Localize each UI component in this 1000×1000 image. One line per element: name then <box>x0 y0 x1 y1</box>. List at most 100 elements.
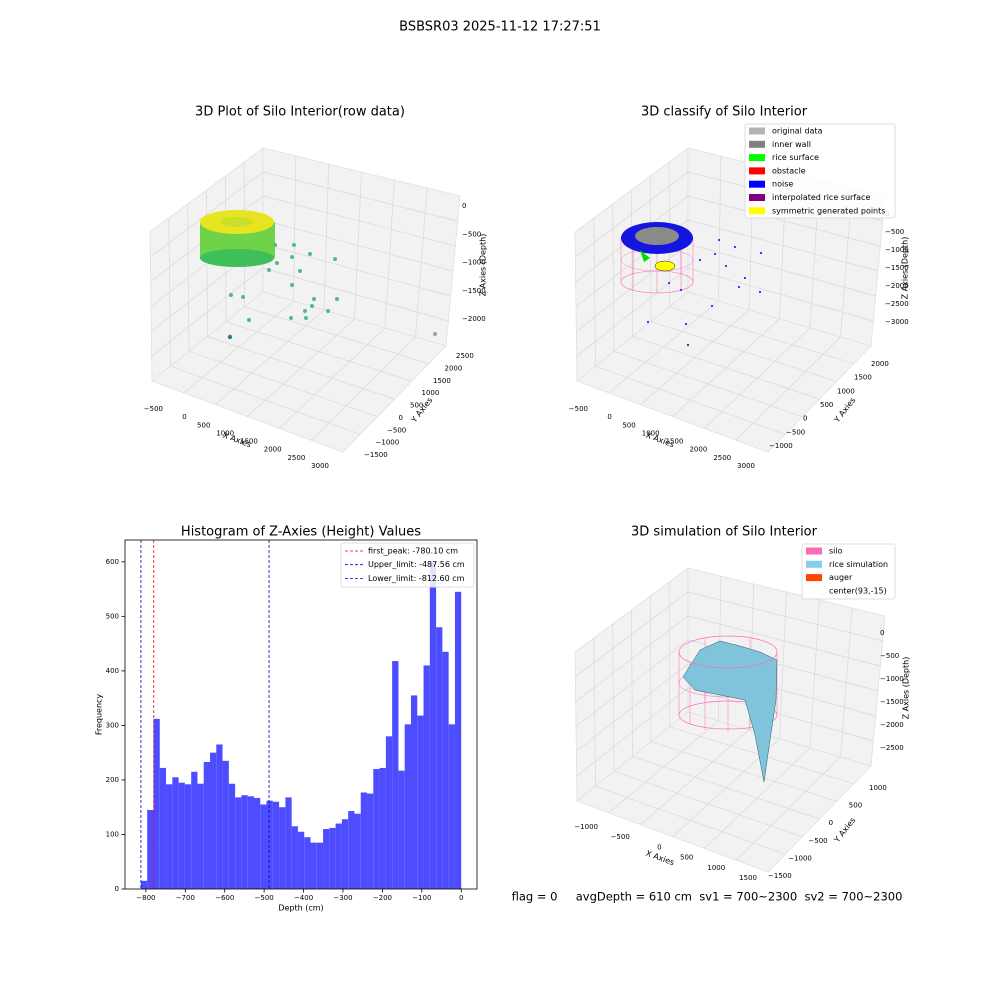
pane-grid <box>575 591 689 678</box>
x-tick-label: −100 <box>412 894 431 902</box>
y-tick-label: 2000 <box>871 360 889 368</box>
y-tick-label: 1000 <box>422 389 440 397</box>
bar <box>423 665 430 889</box>
z-tick-label: −1500 <box>880 698 904 706</box>
x-tick-label: −500 <box>611 833 630 841</box>
y-tick-label: 1000 <box>837 387 855 395</box>
legend-swatch <box>749 207 765 215</box>
simulation-surface <box>678 635 778 783</box>
bar <box>140 880 148 889</box>
legend <box>801 543 896 600</box>
bar <box>335 823 342 889</box>
z-tick-label: 0 <box>880 629 884 637</box>
x-tick-label: 1000 <box>707 864 725 872</box>
bar <box>172 777 179 889</box>
bar <box>222 760 229 889</box>
bar <box>191 771 198 889</box>
y-tick-label: 0 <box>803 415 807 423</box>
y-tick-label: 1500 <box>854 374 872 382</box>
y-tick-label: 300 <box>106 721 119 729</box>
x-tick-label: −400 <box>294 894 313 902</box>
z-tick-label: −2000 <box>885 282 909 290</box>
x-tick-label: 3000 <box>311 462 329 470</box>
pane-grid <box>150 171 264 258</box>
legend-swatch <box>806 547 822 555</box>
bar <box>329 827 336 889</box>
legend-label: Upper_limit: -487.56 cm <box>368 560 465 569</box>
footer: flag = 0 avgDepth = 610 cm sv1 = 700~230… <box>512 890 903 904</box>
bar <box>247 796 254 889</box>
bar <box>304 837 311 889</box>
bar <box>360 792 368 889</box>
bar <box>260 804 267 889</box>
bar <box>166 784 173 889</box>
z-tick-label: 0 <box>462 202 466 210</box>
legend-label: rice simulation <box>829 560 888 569</box>
legend-swatch <box>806 574 822 582</box>
y-tick-label: 1000 <box>869 784 887 792</box>
bar <box>297 831 305 889</box>
bar <box>228 783 236 889</box>
bar <box>159 767 167 889</box>
bar <box>404 724 411 889</box>
x-tick-label: 1500 <box>666 438 684 446</box>
y-tick-label: 1500 <box>433 377 451 385</box>
x-axis-label: X Axies <box>645 431 676 450</box>
x-tick-label: 1000 <box>216 429 234 437</box>
bar <box>348 811 355 889</box>
y-tick-label: 0 <box>829 819 833 827</box>
y-tick-label: 100 <box>106 830 119 838</box>
legend-label: first_peak: -780.10 cm <box>368 547 458 556</box>
suptitle: BSBSR03 2025-11-12 17:27:51 <box>399 20 601 35</box>
x-tick-label: 500 <box>680 854 693 862</box>
bar <box>203 761 211 889</box>
y-tick-label: −1000 <box>769 442 793 450</box>
z-tick-label: −2000 <box>880 721 904 729</box>
pane-grid <box>687 591 883 642</box>
legend-swatch <box>749 194 765 201</box>
z-tick-label: −3000 <box>885 318 909 326</box>
axes-panes <box>149 147 886 873</box>
z-axis-label: Z Axies (Depth) <box>479 234 488 297</box>
y-axis-label: Y Axies <box>832 396 858 425</box>
x-tick-label: 0 <box>607 413 611 421</box>
bar <box>367 793 374 889</box>
bar <box>385 736 393 889</box>
y-tick-label: −1500 <box>768 872 792 880</box>
y-tick-label: −1500 <box>364 451 388 459</box>
legend-label: auger <box>829 573 853 582</box>
panel-title: 3D simulation of Silo Interior <box>631 525 818 540</box>
panel-title: Histogram of Z-Axies (Height) Values <box>181 525 421 540</box>
bar <box>392 661 399 889</box>
bar <box>147 809 154 889</box>
bar <box>197 783 204 889</box>
y-tick-label: −500 <box>808 837 827 845</box>
x-tick-label: 2500 <box>713 454 731 462</box>
panel-title: 3D classify of Silo Interior <box>641 105 808 120</box>
y-axis-label: Frequency <box>95 694 104 736</box>
z-tick-label: −2500 <box>880 744 904 752</box>
y-tick-label: 2500 <box>456 352 474 360</box>
legend-swatch <box>749 167 765 175</box>
x-axis-label: X Axies <box>222 431 253 450</box>
raw-points <box>200 210 437 340</box>
bar <box>266 800 273 889</box>
pane-grid <box>244 306 429 365</box>
bar <box>341 819 349 889</box>
bar <box>235 797 242 889</box>
x-tick-label: −1000 <box>574 823 598 831</box>
y-tick-label: −500 <box>387 426 406 434</box>
z-tick-label: −1000 <box>462 259 486 267</box>
x-tick-label: 0 <box>182 413 186 421</box>
z-axis-label: Z Axies (Depth) <box>901 237 910 300</box>
plot-frame <box>124 539 478 890</box>
legend <box>340 542 475 588</box>
bar <box>379 767 386 889</box>
legend <box>744 123 896 219</box>
y-axis-label: Y Axies <box>832 816 858 845</box>
legend-label: inner wall <box>772 140 811 149</box>
y-tick-label: 200 <box>106 776 119 784</box>
x-tick-label: −300 <box>333 894 352 902</box>
x-tick-label: 0 <box>657 843 661 851</box>
x-tick-label: 2000 <box>264 446 282 454</box>
